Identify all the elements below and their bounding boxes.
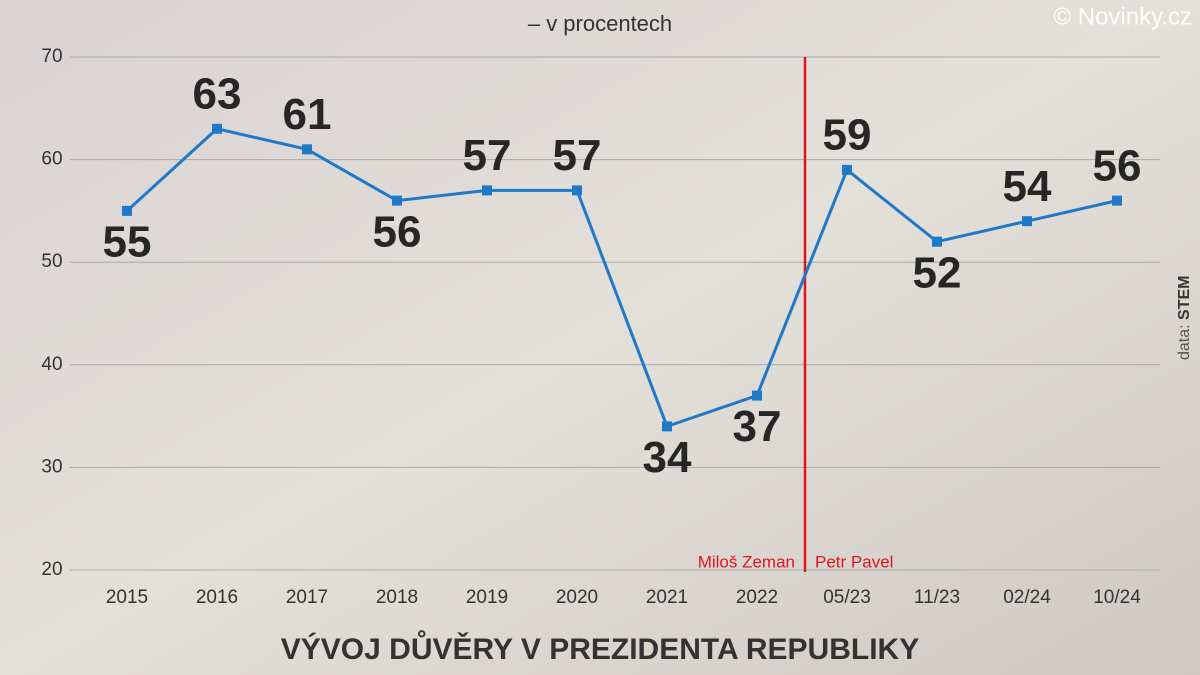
point bbox=[572, 185, 582, 196]
annotation: Petr Pavel bbox=[815, 552, 893, 571]
data-label: 56 bbox=[373, 207, 422, 256]
source-name: STEM bbox=[1176, 276, 1193, 320]
point bbox=[392, 195, 402, 206]
x-tick-label: 2017 bbox=[286, 587, 328, 608]
data-label: 57 bbox=[463, 131, 512, 180]
x-tick-label: 10/24 bbox=[1093, 587, 1141, 608]
subtitle: – v procentech bbox=[528, 11, 672, 36]
data-label: 54 bbox=[1003, 162, 1052, 211]
data-label: 63 bbox=[193, 69, 242, 118]
point bbox=[1022, 216, 1032, 227]
data-label: 61 bbox=[283, 90, 332, 139]
y-tick-label: 50 bbox=[41, 251, 62, 272]
data-label: 57 bbox=[553, 131, 602, 180]
point bbox=[842, 164, 852, 175]
x-tick-label: 2018 bbox=[376, 587, 418, 608]
y-tick-label: 40 bbox=[41, 354, 62, 375]
data-label: 59 bbox=[823, 110, 872, 159]
point bbox=[1112, 195, 1122, 206]
data-label: 52 bbox=[913, 248, 962, 297]
data-label: 56 bbox=[1093, 141, 1142, 190]
x-tick-label: 2020 bbox=[556, 587, 598, 608]
x-tick-label: 2015 bbox=[106, 587, 148, 608]
point bbox=[752, 390, 762, 401]
y-tick-label: 60 bbox=[41, 149, 62, 170]
x-tick-label: 05/23 bbox=[823, 587, 871, 608]
x-tick-label: 02/24 bbox=[1003, 587, 1051, 608]
y-tick-label: 70 bbox=[41, 46, 62, 67]
point bbox=[482, 185, 492, 196]
line bbox=[125, 127, 1118, 429]
x-tick-label: 2019 bbox=[466, 587, 508, 608]
source-label: data: bbox=[1176, 324, 1193, 360]
point bbox=[122, 205, 132, 216]
annotation: Miloš Zeman bbox=[698, 552, 795, 571]
data-label: 34 bbox=[643, 433, 692, 482]
chart-title: VÝVOJ DŮVĚRY V PREZIDENTA REPUBLIKY bbox=[281, 630, 919, 666]
x-tick-label: 2016 bbox=[196, 587, 238, 608]
data-label: 37 bbox=[733, 402, 782, 451]
point bbox=[932, 236, 942, 247]
point bbox=[302, 144, 312, 155]
y-tick-label: 20 bbox=[41, 559, 62, 580]
x-tick-label: 2022 bbox=[736, 587, 778, 608]
x-tick-label: 11/23 bbox=[914, 587, 960, 608]
y-tick-label: 30 bbox=[41, 456, 62, 477]
x-tick-label: 2021 bbox=[646, 587, 688, 608]
point bbox=[212, 123, 222, 134]
copyright: © Novinky.cz bbox=[1053, 3, 1192, 30]
point bbox=[662, 421, 672, 432]
source: data: STEM bbox=[1176, 276, 1193, 361]
data-label: 55 bbox=[103, 218, 152, 267]
